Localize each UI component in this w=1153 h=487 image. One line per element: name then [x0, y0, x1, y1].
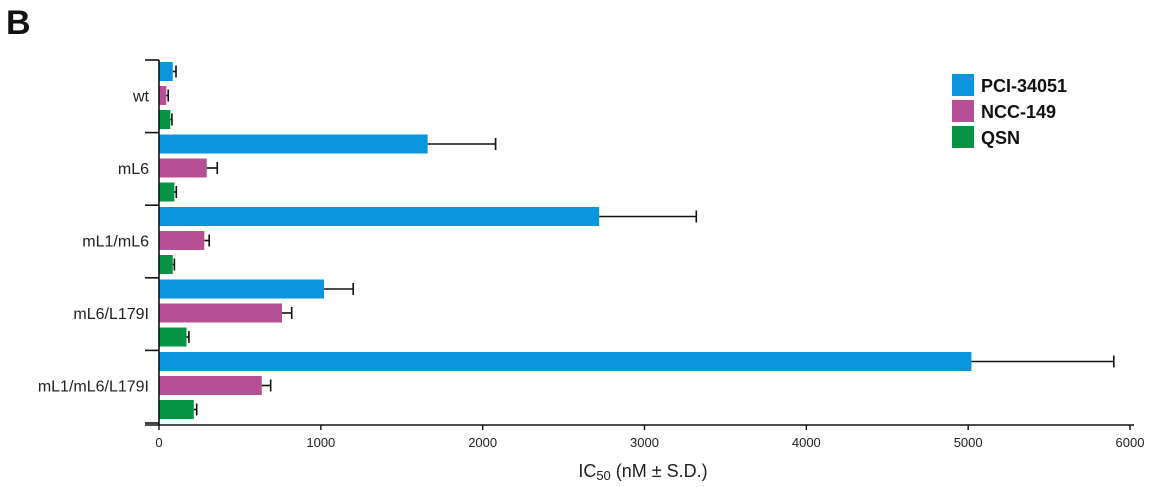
legend-swatch [952, 126, 974, 148]
category-label: mL1/mL6 [82, 234, 149, 251]
bar-ncc-149-1 [159, 86, 167, 105]
legend-label: QSN [981, 128, 1020, 148]
bar-qsn-2 [159, 182, 175, 202]
bar-qsn-1 [159, 110, 171, 129]
bar-pci-34051-5 [159, 352, 972, 371]
x-tick-label: 6000 [1116, 435, 1145, 450]
x-axis-title: IC50 (nM ± S.D.) [578, 461, 707, 483]
legend-swatch [952, 74, 974, 96]
bar-pci-34051-4 [159, 279, 325, 299]
legend-label: NCC-149 [981, 102, 1056, 122]
x-tick-label: 4000 [792, 435, 821, 450]
x-tick-label: 2000 [468, 435, 497, 450]
legend: PCI-34051 NCC-149 QSN [952, 74, 1067, 148]
bar-ncc-149-4 [159, 303, 282, 323]
x-axis-title-subscript: 50 [596, 468, 610, 483]
x-axis-title-suffix: (nM ± S.D.) [611, 461, 708, 481]
legend-swatch [952, 100, 974, 122]
bar-pci-34051-3 [159, 207, 600, 226]
category-label: mL6 [118, 161, 149, 178]
x-tick-label: 1000 [306, 435, 335, 450]
legend-label: PCI-34051 [981, 76, 1067, 96]
bar-pci-34051-1 [159, 62, 173, 81]
bar-qsn-5 [159, 400, 194, 419]
bar-qsn-4 [159, 327, 187, 347]
x-tick-label: 3000 [630, 435, 659, 450]
x-axis-title-main: IC [578, 461, 596, 481]
bars-layer [159, 62, 972, 419]
bar-ncc-149-2 [159, 158, 207, 178]
error-bars-layer [166, 65, 1115, 416]
panel-letter: B [6, 4, 31, 42]
category-label: wt [132, 89, 150, 106]
bar-ncc-149-3 [159, 231, 205, 250]
x-ticks: 0 1000 2000 3000 4000 5000 6000 [155, 425, 1144, 450]
bar-qsn-3 [159, 255, 173, 274]
axes-layer [145, 59, 1134, 426]
category-label: mL6/L179I [73, 306, 149, 323]
category-label: mL1/mL6/L179I [38, 379, 149, 396]
x-tick-label: 0 [155, 435, 162, 450]
bar-ncc-149-5 [159, 376, 262, 395]
x-tick-label: 5000 [954, 435, 983, 450]
category-labels: wt mL6 mL1/mL6 mL6/L179I mL1/mL6/L179I [38, 89, 150, 396]
bar-pci-34051-2 [159, 134, 428, 154]
